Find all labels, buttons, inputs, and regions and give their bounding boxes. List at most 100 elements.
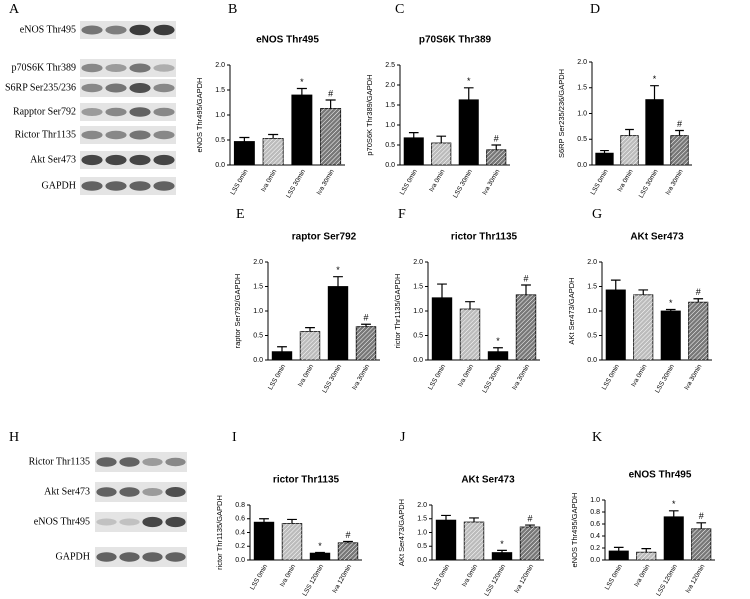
bar [262, 138, 284, 166]
error-bar [493, 347, 503, 352]
bar [337, 542, 359, 561]
blot-band [165, 552, 186, 562]
y-tick-label: 2.0 [587, 259, 597, 266]
error-bar [408, 132, 419, 138]
y-axis-label: AKt Ser473/GAPDH [397, 499, 406, 566]
significance-marker: # [494, 133, 499, 143]
bar [253, 521, 275, 561]
bar [327, 286, 349, 361]
x-tick-label: Iva 30min [351, 363, 371, 391]
blot-band [96, 487, 117, 497]
x-tick-label: LSS 30min [638, 168, 660, 199]
error-bar [696, 522, 707, 529]
bar [299, 331, 321, 361]
x-tick-label: LSS 0min [267, 363, 287, 391]
y-axis-label: p70S6K Thr389/GAPDH [365, 74, 374, 155]
y-tick-label: 0.5 [577, 136, 587, 143]
significance-marker: * [653, 74, 657, 84]
blot-band [129, 24, 151, 36]
x-tick-label: Iva 0min [297, 363, 316, 388]
y-tick-label: 2.0 [253, 259, 263, 266]
x-tick-label: Iva 120min [685, 563, 707, 594]
significance-marker: # [523, 273, 528, 283]
blot-band [129, 130, 151, 140]
blot-strip [80, 103, 176, 121]
x-tick-label: LSS 120min [301, 563, 325, 597]
bar [636, 551, 657, 561]
x-tick-label: LSS 30min [654, 363, 676, 394]
blot-band [153, 64, 175, 72]
y-axis-label: AKt Ser473/GAPDH [567, 277, 576, 344]
x-tick-label: LSS 120min [655, 563, 679, 597]
blot-label: eNOS Thr495 [20, 24, 76, 35]
y-tick-label: 1.0 [215, 112, 225, 119]
y-tick-label: 1.5 [587, 283, 597, 290]
error-bar [325, 99, 336, 109]
x-tick-label: Iva 120min [331, 563, 353, 594]
y-tick-label: 2.0 [385, 82, 395, 89]
error-bar [333, 276, 343, 287]
blot-band [105, 107, 127, 117]
significance-marker: # [677, 119, 682, 129]
bar [645, 99, 664, 166]
significance-marker: * [336, 265, 340, 275]
x-tick-label: LSS 30min [452, 168, 474, 199]
error-bar [497, 549, 507, 553]
x-tick-label: Iva 30min [665, 168, 685, 196]
x-tick-label: Iva 0min [279, 563, 298, 588]
x-tick-label: LSS 30min [321, 363, 343, 394]
blot-band [142, 458, 163, 466]
bar [309, 552, 331, 561]
y-tick-label: 0.0 [413, 357, 423, 364]
x-tick-label: LSS 0min [590, 168, 610, 196]
panel-label: G [592, 207, 602, 222]
blot-band [129, 83, 151, 93]
chart-title: rictor Thr1135 [451, 232, 518, 243]
error-bar [525, 524, 535, 527]
blot-band [105, 130, 127, 140]
blot-band [153, 181, 175, 191]
blot-band [81, 130, 103, 140]
blot-band [105, 154, 127, 166]
y-axis-label: eNOS Thr495/GAPDH [570, 493, 579, 568]
blot-band [119, 457, 140, 467]
blot-band [119, 552, 140, 562]
x-tick-label: Iva 0min [616, 168, 635, 193]
significance-marker: # [699, 511, 704, 521]
blot-label: Rictor Thr1135 [15, 129, 76, 140]
x-tick-label: Iva 0min [461, 563, 480, 588]
y-tick-label: 0.5 [253, 332, 263, 339]
bar [491, 552, 513, 561]
blot-band [153, 154, 175, 166]
error-bar [610, 279, 621, 290]
blot-band [81, 63, 103, 73]
blot-label: GAPDH [56, 551, 90, 562]
blot-band [153, 24, 175, 36]
bar [486, 149, 507, 166]
bar [281, 523, 303, 561]
significance-marker: * [300, 77, 304, 87]
panel-label: K [592, 430, 602, 445]
error-bar [287, 518, 297, 524]
x-tick-label: Iva 0min [260, 168, 279, 193]
significance-marker: # [527, 513, 532, 523]
bar [608, 550, 629, 561]
blot-strip [80, 21, 176, 39]
x-tick-label: Iva 0min [428, 168, 447, 193]
significance-marker: * [500, 539, 504, 549]
blot-band [96, 518, 117, 526]
y-tick-label: 1.0 [413, 308, 423, 315]
y-tick-label: 1.5 [385, 102, 395, 109]
error-bar [259, 518, 269, 523]
blot-label: GAPDH [42, 180, 76, 191]
bar [515, 294, 537, 361]
bar [487, 351, 509, 361]
blot-band [153, 130, 175, 140]
x-tick-label: Iva 120min [513, 563, 535, 594]
blot-band [129, 181, 151, 191]
y-tick-label: 0.2 [590, 545, 600, 552]
error-bar [315, 551, 325, 554]
error-bar [613, 546, 624, 551]
chart-title: AKt Ser473 [461, 475, 515, 486]
x-tick-label: Iva 30min [511, 363, 531, 391]
